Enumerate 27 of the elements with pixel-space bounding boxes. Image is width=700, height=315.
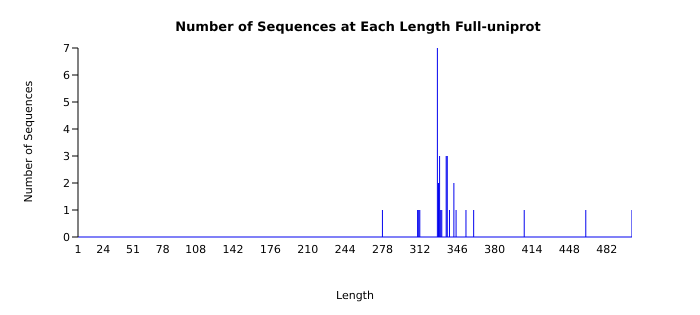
x-tick-label: 1 [74, 242, 82, 256]
x-tick-label: 142 [222, 242, 244, 256]
x-tick-label: 51 [126, 242, 140, 256]
y-axis-title: Number of Sequences [22, 80, 35, 202]
x-axis-title: Length [336, 289, 374, 302]
y-tick-label: 6 [63, 68, 70, 82]
chart-title: Number of Sequences at Each Length Full-uniprot [174, 20, 542, 35]
y-tick-label: 2 [63, 176, 70, 190]
x-tick-label: 380 [484, 242, 506, 256]
x-tick-label: 244 [334, 242, 356, 256]
x-tick-label: 78 [156, 242, 170, 256]
x-tick-label: 346 [446, 242, 468, 256]
y-tick-label: 3 [63, 150, 70, 163]
x-tick-label: 210 [297, 242, 318, 256]
x-tick-label: 278 [372, 242, 393, 256]
x-tick-label: 414 [521, 242, 542, 256]
x-tick-label: 482 [596, 242, 618, 256]
x-tick-label: 312 [409, 242, 430, 256]
x-tick-label: 24 [96, 242, 110, 256]
x-tick-label: 176 [260, 242, 281, 256]
y-tick-label: 4 [63, 122, 70, 136]
y-tick-label: 1 [63, 204, 70, 217]
x-tick-label: 108 [185, 242, 206, 256]
y-tick-label: 5 [63, 96, 70, 109]
y-tick-label: 7 [63, 42, 70, 55]
y-tick-label: 0 [63, 230, 70, 244]
x-tick-label: 448 [558, 242, 580, 256]
